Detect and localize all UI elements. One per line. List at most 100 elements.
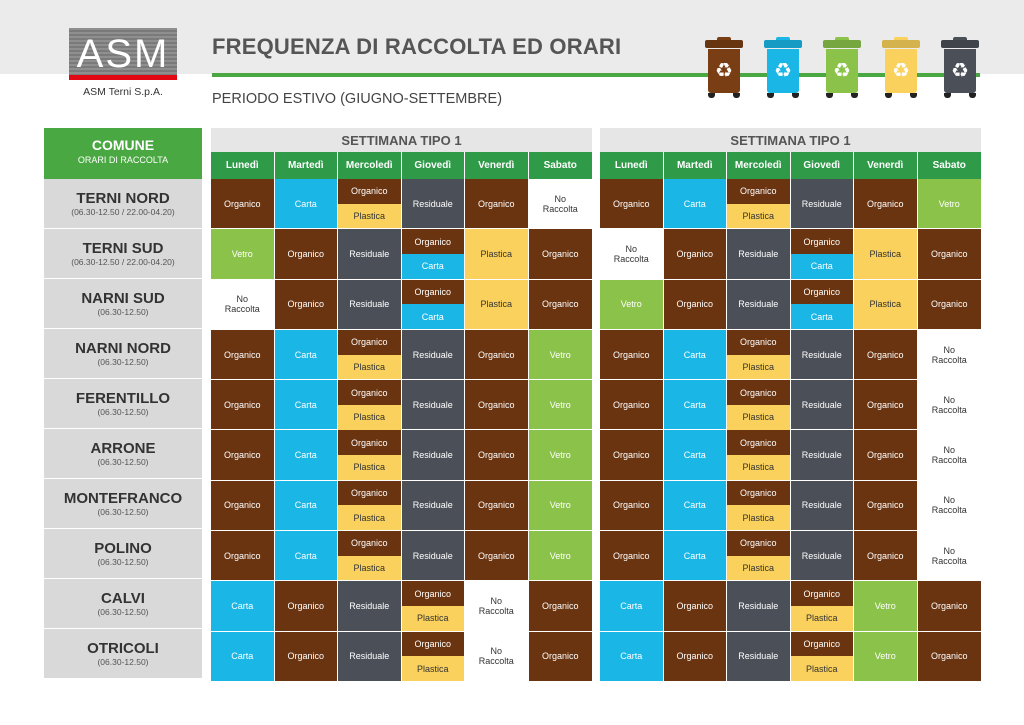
bin-residuale: ♻ xyxy=(941,37,979,98)
schedule-cell: Organico xyxy=(854,179,918,229)
schedule-row-narni-sud: Vetro Organico Residuale Organico Carta Plast… xyxy=(600,279,981,330)
collection-residuale: Residuale xyxy=(790,430,853,480)
day-header: Lunedì xyxy=(600,152,664,179)
collection-carta: Carta xyxy=(211,581,274,631)
schedule-cell: Organico xyxy=(274,279,338,329)
schedule-cell: Residuale xyxy=(401,480,465,531)
collection-organico: Organico xyxy=(274,631,337,681)
schedule-cell: Organico xyxy=(211,430,275,480)
recycle-icon: ♻ xyxy=(715,60,733,82)
schedule-row-otricoli: Carta Organico Residuale Organico Plastica Ve… xyxy=(600,631,981,682)
collection-residuale: Residuale xyxy=(727,279,790,329)
schedule-cell: Residuale xyxy=(727,581,791,631)
schedule-cell: No Raccolta xyxy=(465,581,529,631)
schedule-cell: Organico xyxy=(663,631,727,681)
collection-organico: Organico xyxy=(528,229,592,279)
collection-residuale: Residuale xyxy=(338,581,401,631)
schedule-cell: Carta xyxy=(600,631,664,681)
bin-body: ♻ xyxy=(885,49,917,93)
collection-organico: Organico xyxy=(600,179,663,229)
collection-residuale: Residuale xyxy=(338,631,401,681)
schedule-cell: Organico xyxy=(854,329,918,380)
collection-organico: Organico xyxy=(465,329,528,380)
schedule-cell: Organico xyxy=(528,229,592,279)
schedule-cell: Organico Plastica xyxy=(401,581,465,631)
collection-residuale: Residuale xyxy=(401,430,464,480)
schedule-cell: Vetro xyxy=(528,531,592,581)
collection-vetro: Vetro xyxy=(211,229,274,279)
collection-organico: Organico xyxy=(338,531,401,556)
collection-residuale: Residuale xyxy=(401,179,464,229)
collection-organico: Organico xyxy=(465,480,528,531)
bin-wheels xyxy=(766,93,800,98)
schedule-cell: Residuale xyxy=(338,631,402,681)
bin-handle xyxy=(776,37,790,41)
comune-row-terni-nord: TERNI NORD (06.30-12.50 / 22.00-04.20) xyxy=(44,179,202,229)
week-table-1: SETTIMANA TIPO 1 Lunedì Martedì Mercoledì Gi… xyxy=(211,128,592,682)
schedule-cell: No Raccolta xyxy=(917,430,981,480)
schedule-cell: Organico xyxy=(211,179,275,229)
collection-organico: Organico xyxy=(338,380,401,405)
schedule-cell: Organico xyxy=(274,229,338,279)
comune-hours: (06.30-12.50) xyxy=(97,656,149,667)
collection-vetro: Vetro xyxy=(528,480,592,531)
collection-residuale: Residuale xyxy=(401,531,464,581)
collection-carta: Carta xyxy=(663,531,726,581)
schedule-cell: Organico Carta xyxy=(790,279,854,329)
comune-hours: (06.30-12.50) xyxy=(97,306,149,317)
schedule-cell: Organico xyxy=(528,631,592,681)
collection-organico: Organico xyxy=(465,179,528,229)
schedule-cell: Vetro xyxy=(211,229,275,279)
bin-handle xyxy=(953,37,967,41)
schedule-row-arrone: Organico Carta Organico Plastica Residuale Or… xyxy=(211,430,592,481)
comune-row-polino: POLINO (06.30-12.50) xyxy=(44,529,202,579)
collection-carta: Carta xyxy=(274,480,337,531)
schedule-cell: Residuale xyxy=(401,380,465,430)
collection-organico: Organico xyxy=(600,430,663,480)
collection-organico: Organico xyxy=(917,581,981,631)
schedule-row-calvi: Carta Organico Residuale Organico Plastica Ve… xyxy=(600,581,981,632)
collection-residuale: Residuale xyxy=(727,631,790,681)
schedule-cell: Vetro xyxy=(528,329,592,380)
schedule-cell: No Raccolta xyxy=(528,179,592,229)
schedule-cell: Residuale xyxy=(338,229,402,279)
recycle-icon: ♻ xyxy=(774,60,792,82)
collection-vetro: Vetro xyxy=(854,581,917,631)
schedule-row-calvi: Carta Organico Residuale Organico Plastica No… xyxy=(211,581,592,632)
schedule-cell: No Raccolta xyxy=(917,380,981,430)
asm-logo: ASM xyxy=(69,28,177,80)
collection-vetro: Vetro xyxy=(528,380,592,430)
schedule-cell: Organico Plastica xyxy=(727,179,791,229)
schedule-cell: Organico xyxy=(917,279,981,329)
schedule-cell: Vetro xyxy=(528,430,592,480)
schedule-row-ferentillo: Organico Carta Organico Plastica Residuale Or… xyxy=(600,380,981,431)
collection-carta: Carta xyxy=(401,253,464,279)
schedule-cell: Organico Plastica xyxy=(727,531,791,581)
schedule-cell: Vetro xyxy=(528,480,592,531)
collection-organico: Organico xyxy=(790,279,853,305)
schedule-cell: Organico xyxy=(465,531,529,581)
day-header: Mercoledì xyxy=(338,152,402,179)
schedule-cell: Organico Plastica xyxy=(338,329,402,380)
day-header: Sabato xyxy=(917,152,981,179)
schedule-cell: Residuale xyxy=(790,480,854,531)
week-title: SETTIMANA TIPO 1 xyxy=(211,128,592,152)
schedule-cell: Carta xyxy=(274,179,338,229)
comune-hours: (06.30-12.50) xyxy=(97,356,149,367)
schedule-cell: Residuale xyxy=(401,329,465,380)
comune-name: NARNI SUD xyxy=(81,289,165,307)
schedule-cell: Carta xyxy=(211,631,275,681)
schedule-cell: Organico xyxy=(465,380,529,430)
collection-vetro: Vetro xyxy=(528,430,592,480)
schedule-cell: Organico xyxy=(917,229,981,279)
collection-plastica: Plastica xyxy=(727,455,790,480)
schedule-row-polino: Organico Carta Organico Plastica Residuale Or… xyxy=(211,531,592,582)
collection-carta: Carta xyxy=(274,179,337,229)
schedule-row-polino: Organico Carta Organico Plastica Residuale Or… xyxy=(600,531,981,582)
comune-name: ARRONE xyxy=(90,439,156,457)
comune-row-arrone: ARRONE (06.30-12.50) xyxy=(44,429,202,479)
collection-plastica: Plastica xyxy=(727,555,790,581)
collection-organico: Organico xyxy=(274,279,337,329)
collection-plastica: Plastica xyxy=(401,656,464,681)
schedule-cell: Vetro xyxy=(600,279,664,329)
